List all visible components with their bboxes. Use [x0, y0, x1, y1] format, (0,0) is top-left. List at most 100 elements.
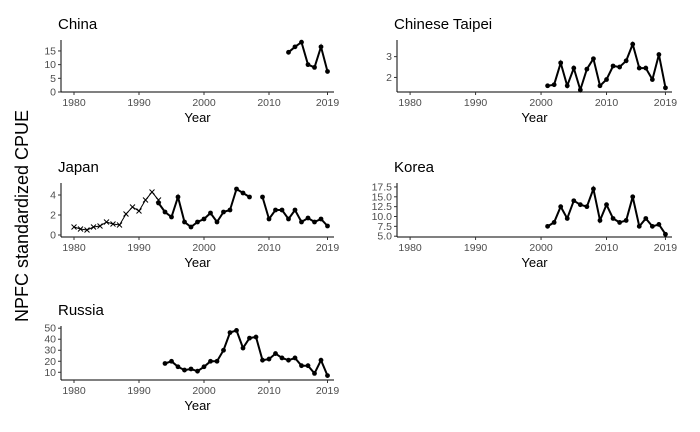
data-point: [325, 373, 330, 378]
y-tick-label: 7.5: [377, 221, 392, 233]
data-point: [234, 328, 239, 333]
data-point-cross: [77, 226, 84, 232]
data-point: [636, 65, 642, 71]
data-point: [663, 231, 668, 237]
data-point: [610, 216, 616, 221]
data-point-cross: [97, 223, 103, 229]
data-point: [273, 207, 278, 213]
y-tick-label: 20: [44, 356, 56, 368]
data-point: [610, 63, 616, 69]
data-point: [266, 216, 272, 222]
data-point: [299, 219, 304, 225]
series-line-japan-0: [73, 191, 159, 231]
data-point: [649, 77, 655, 82]
data-point: [312, 219, 317, 225]
x-tick-label: 2010: [257, 385, 281, 397]
data-point: [597, 83, 603, 89]
x-tick-label: 2000: [192, 242, 216, 254]
data-point: [169, 214, 174, 220]
x-tick-label: 2010: [257, 242, 281, 254]
data-point: [286, 49, 291, 55]
panel-title-china: China: [58, 16, 98, 33]
panel-japan: Japan 1980 1990 2000 2010 2019 0 2 4 Year: [50, 159, 339, 270]
data-point: [292, 355, 298, 361]
data-point: [221, 209, 226, 215]
data-point: [558, 60, 564, 66]
data-point: [208, 358, 213, 364]
panel-title-russia: Russia: [58, 302, 105, 319]
y-tick-label: 5: [50, 73, 56, 85]
data-point: [318, 216, 324, 222]
y-tick-label: 17.5: [372, 181, 393, 193]
data-point: [597, 218, 603, 223]
x-tick-label: 1990: [127, 97, 151, 109]
data-point-cross: [90, 224, 97, 230]
data-point: [299, 39, 304, 45]
data-point: [162, 361, 168, 366]
x-tick-label: 1990: [127, 385, 151, 397]
data-point: [273, 351, 278, 356]
data-point: [156, 200, 161, 206]
data-point: [545, 223, 550, 229]
data-point: [305, 62, 311, 68]
data-point: [577, 202, 583, 208]
x-tick-label: 1980: [62, 385, 86, 397]
data-point: [214, 219, 220, 225]
data-point: [643, 65, 649, 71]
y-tick-label: 10.0: [372, 211, 393, 223]
y-tick-label: 12.5: [372, 201, 393, 213]
data-point: [247, 335, 252, 341]
x-tick-label: 1980: [398, 97, 422, 109]
data-point-cross: [149, 189, 155, 195]
x-tick-label: 2019: [316, 97, 340, 109]
panel-title-korea: Korea: [394, 159, 435, 176]
y-tick-label: 10: [44, 59, 56, 71]
y-tick-label: 40: [44, 334, 56, 346]
x-axis-title: Year: [184, 255, 211, 270]
x-axis-title: Year: [521, 255, 548, 270]
data-point: [305, 363, 311, 369]
data-point: [571, 65, 577, 71]
data-point: [260, 194, 265, 200]
x-tick-label: 2019: [316, 385, 340, 397]
data-point: [182, 367, 187, 373]
data-point: [325, 223, 330, 229]
data-point: [221, 347, 226, 353]
y-tick-label: 0: [50, 87, 56, 99]
data-point: [182, 219, 187, 225]
y-tick-label: 2: [386, 72, 392, 84]
x-axis-title: Year: [184, 110, 211, 125]
data-point: [649, 223, 655, 229]
x-tick-label: 2019: [654, 97, 678, 109]
y-tick-label: 3: [386, 51, 392, 63]
data-point: [564, 216, 570, 221]
x-tick-label: 2000: [529, 97, 553, 109]
data-point: [247, 194, 252, 200]
data-point: [286, 357, 291, 363]
data-point: [656, 221, 662, 227]
y-tick-label: 15.0: [372, 191, 393, 203]
y-tick-label: 2: [50, 210, 56, 222]
data-point: [201, 364, 207, 370]
data-point: [169, 358, 174, 364]
x-tick-label: 1980: [62, 97, 86, 109]
x-tick-label: 1990: [464, 242, 488, 254]
data-point: [636, 223, 642, 229]
data-point: [162, 209, 168, 215]
data-point: [656, 52, 662, 57]
data-point: [195, 368, 200, 374]
data-point: [545, 83, 550, 89]
data-point: [551, 82, 557, 88]
x-tick-label: 2010: [257, 97, 281, 109]
y-tick-label: 5.0: [377, 231, 392, 243]
data-point: [617, 220, 623, 225]
data-point: [577, 87, 583, 93]
data-point: [318, 44, 324, 50]
data-point: [564, 83, 570, 89]
data-point: [591, 186, 596, 192]
x-tick-label: 2010: [595, 242, 619, 254]
